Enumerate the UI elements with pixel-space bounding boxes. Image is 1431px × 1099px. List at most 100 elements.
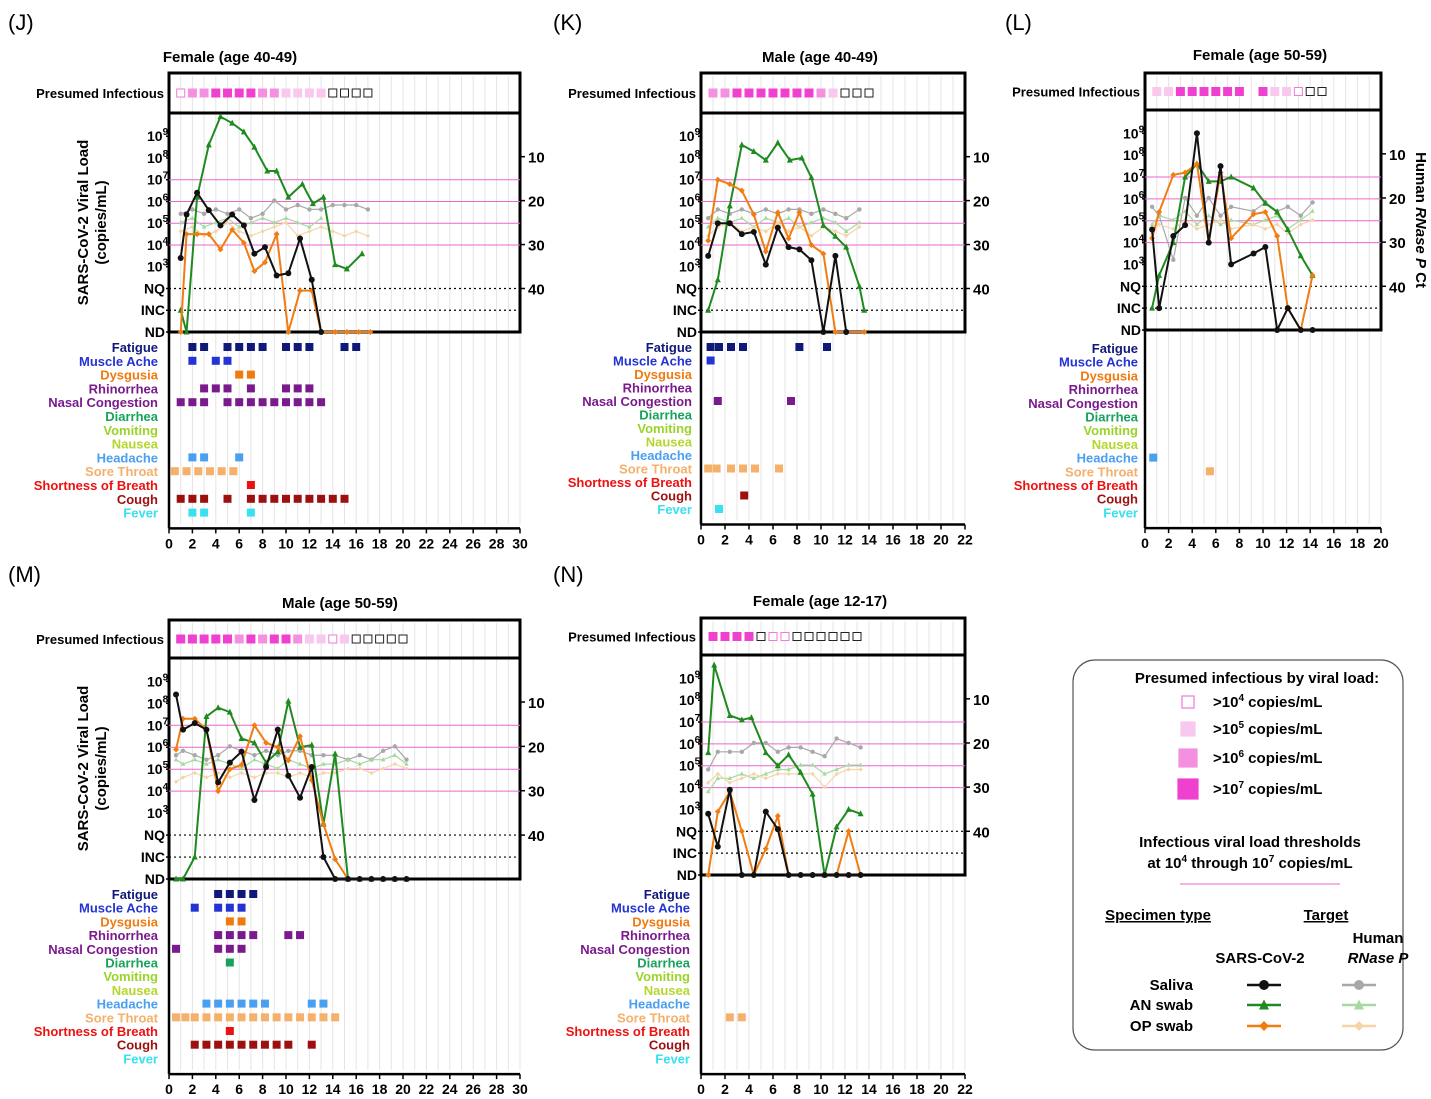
y-tick-label: NQ [676, 280, 697, 296]
symptom-label: Nausea [644, 983, 691, 998]
data-point [308, 764, 315, 771]
symptom-square [282, 343, 290, 351]
data-point-rnasep [380, 756, 386, 762]
symptom-square [246, 494, 255, 503]
x-tick-label: 4 [745, 532, 753, 548]
symptom-square [217, 467, 226, 476]
infectious-square [398, 634, 408, 644]
symptom-square [293, 398, 302, 407]
x-tick-label: 18 [1350, 535, 1366, 551]
data-point-rnasep [1263, 217, 1268, 222]
x-tick-label: 4 [212, 535, 220, 551]
symptom-label: Headache [97, 997, 158, 1012]
data-point-rnasep [215, 753, 221, 758]
x-tick-label: 4 [1188, 535, 1196, 551]
x-tick-label: 2 [189, 535, 197, 551]
data-point [173, 691, 180, 698]
presumed-infectious-label: Presumed Infectious [1012, 85, 1140, 100]
x-tick-label: 6 [235, 1081, 243, 1097]
symptom-square [214, 944, 223, 953]
x-tick-label: 14 [325, 535, 341, 551]
symptom-square [225, 1040, 234, 1049]
infectious-square [720, 88, 730, 98]
data-point-rnasep [297, 761, 303, 766]
x-tick-label: 0 [697, 1081, 705, 1097]
data-point-rnasep [369, 756, 374, 762]
infectious-square [768, 632, 778, 641]
ct-tick-label: 30 [528, 238, 545, 255]
data-point-rnasep [272, 198, 277, 203]
y-tick-label: 105 [679, 214, 701, 231]
infectious-square [816, 88, 826, 98]
symptom-square [200, 494, 209, 503]
symptom-label: Headache [97, 450, 158, 465]
symptom-square [305, 384, 314, 393]
symptom-label: Muscle Ache [611, 901, 690, 916]
infectious-square [804, 632, 814, 641]
data-point [1149, 226, 1156, 233]
data-point [403, 876, 410, 882]
data-point-rnasep [180, 761, 186, 766]
infectious-square [1199, 87, 1209, 96]
data-point-rnasep [248, 233, 254, 238]
data-point [820, 329, 827, 335]
data-point-rnasep [810, 749, 815, 755]
symptom-square [214, 1013, 223, 1022]
data-point-rnasep [751, 771, 756, 777]
data-point-rnasep [833, 219, 838, 225]
data-point-rnasep [404, 761, 409, 766]
data-point-rnasep [1206, 195, 1211, 201]
data-point [774, 826, 781, 833]
x-tick-label: 12 [302, 1081, 318, 1097]
symptom-label: Sore Throat [1065, 464, 1139, 479]
infectious-square [828, 632, 838, 641]
data-point-rnasep [751, 740, 756, 746]
data-point-rnasep [809, 219, 814, 225]
symptom-square [293, 384, 302, 393]
symptom-square [237, 1040, 246, 1049]
symptom-label: Dysgusia [1080, 368, 1139, 383]
series-line-rnasep [175, 754, 407, 770]
data-point-rnasep [1194, 221, 1200, 227]
symptom-label: Diarrhea [1085, 410, 1139, 425]
data-point [714, 808, 721, 815]
data-point-rnasep [1285, 231, 1290, 236]
infectious-square [316, 634, 326, 644]
series-line [176, 700, 407, 880]
data-point [796, 209, 803, 216]
data-point [808, 174, 815, 181]
data-point-rnasep [357, 761, 362, 766]
data-point [808, 257, 815, 264]
x-tick-label: 20 [933, 1081, 949, 1097]
data-point-rnasep [763, 776, 768, 781]
data-point-rnasep [1228, 226, 1234, 232]
symptom-label: Diarrhea [105, 956, 159, 971]
data-point [738, 231, 745, 238]
data-point-rnasep [822, 771, 827, 776]
symptom-square [190, 903, 199, 912]
data-point-rnasep [739, 749, 744, 755]
x-tick-label: 16 [885, 1081, 901, 1097]
y-tick-label: 107 [147, 716, 169, 733]
symptom-square [246, 343, 255, 351]
data-point-rnasep [227, 775, 233, 780]
symptom-square [249, 931, 258, 940]
symptom-label: Fatigue [1092, 341, 1138, 356]
infectious-square [211, 634, 221, 644]
data-point-rnasep [706, 780, 711, 785]
y-axis-label-unit: (copies/mL) [93, 180, 110, 264]
x-tick-label: 26 [465, 1081, 481, 1097]
symptom-square [188, 508, 197, 517]
data-point [251, 722, 258, 729]
infectious-square [768, 88, 778, 98]
data-point [843, 243, 850, 250]
legend-sars-marker [1259, 980, 1269, 990]
symptom-label: Vomiting [637, 421, 692, 436]
symptom-square [214, 1040, 223, 1049]
data-point [774, 812, 781, 819]
symptom-label: Cough [117, 1038, 158, 1053]
infectious-square [1258, 87, 1268, 96]
infectious-square [176, 88, 186, 98]
legend-item-label: >104 copies/mL [1213, 693, 1322, 711]
data-point-rnasep [178, 211, 183, 216]
